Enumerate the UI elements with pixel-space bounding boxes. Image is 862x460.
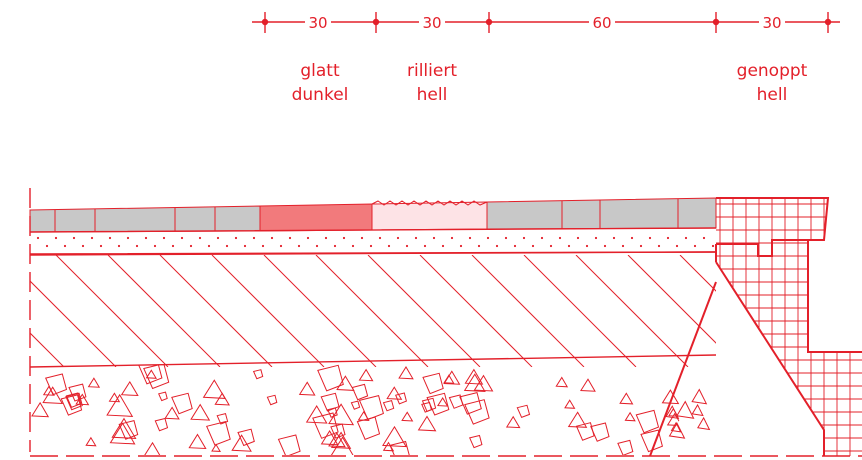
zone-label-rilliert: rilliert (407, 61, 457, 81)
concrete-layer (31, 360, 683, 455)
dimension-label-3: 60 (592, 14, 611, 32)
bedding-layer (29, 227, 717, 255)
paving-joints (54, 199, 679, 232)
paving-layer (29, 197, 717, 233)
curb-stone (649, 197, 862, 457)
zone-label-glatt: glatt (300, 61, 340, 81)
zone-label-dunkel: dunkel (292, 85, 349, 105)
dimension-label-2: 30 (422, 14, 441, 32)
dimension-chain (252, 12, 840, 33)
paving-grey-left (29, 205, 261, 233)
paving-grey-right (486, 197, 717, 230)
zone-label-hell-2: hell (757, 85, 788, 105)
curb-outline (716, 197, 830, 257)
paving-light-grooved (371, 201, 488, 231)
zone-label-hell-1: hell (417, 85, 448, 105)
dimension-label-1: 30 (308, 14, 327, 32)
groove-profile (371, 200, 488, 206)
zone-label-genoppt: genoppt (737, 61, 808, 81)
boundary-lines (29, 188, 862, 457)
paving-dark-tactile (259, 203, 373, 232)
dimension-label-4: 30 (762, 14, 781, 32)
dimension-tick-marks (261, 12, 832, 33)
base-layer (29, 251, 717, 368)
